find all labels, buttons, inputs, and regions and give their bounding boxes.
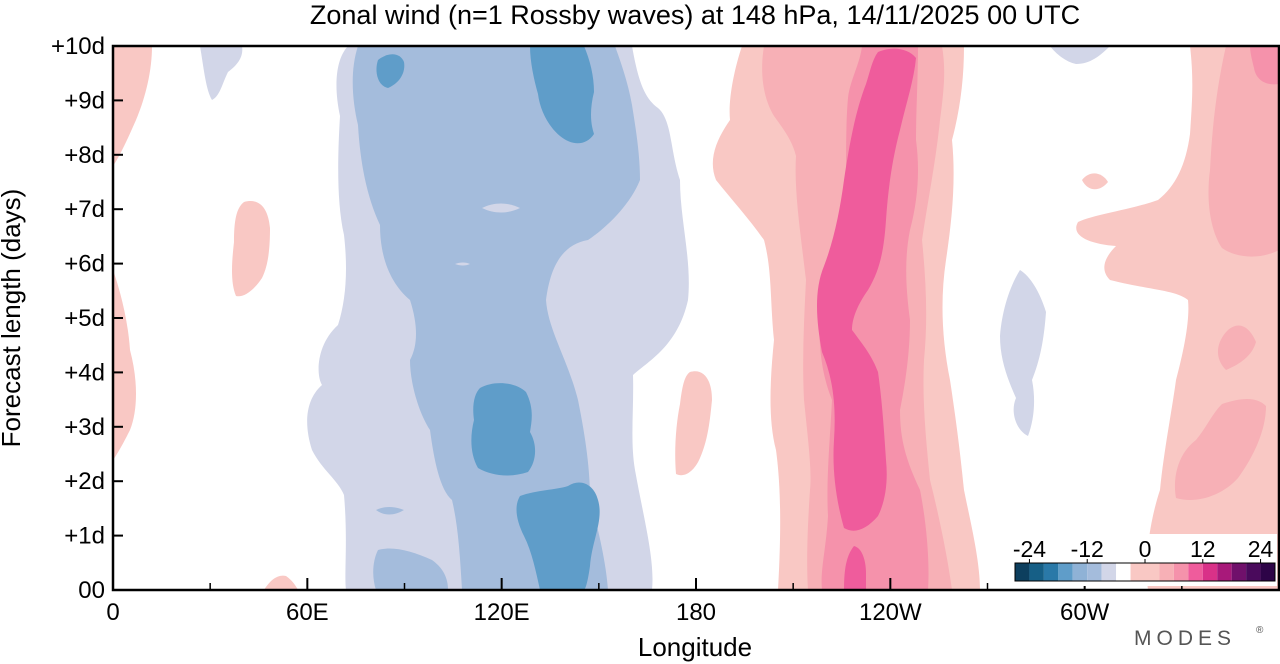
contour-neg-15-mid bbox=[471, 383, 536, 476]
contour-neg-15-nw bbox=[376, 54, 405, 88]
x-tick-label: 0 bbox=[106, 599, 119, 626]
y-tick-label: +1d bbox=[64, 523, 105, 550]
colorbar: -24 -12 0 12 24 bbox=[1011, 534, 1277, 586]
modes-logo: MODES bbox=[1134, 627, 1236, 650]
contour-neg-9-low bbox=[373, 548, 448, 590]
x-tick-label: 180 bbox=[676, 599, 716, 626]
x-tick-label: 60E bbox=[286, 599, 329, 626]
colorbar-label: 0 bbox=[1139, 536, 1152, 562]
contour-pos-12-low bbox=[844, 546, 866, 590]
contour-neg-15-low bbox=[516, 482, 600, 590]
contour-neg-3-east bbox=[1000, 270, 1046, 436]
contour-pos-3-dot bbox=[1082, 173, 1108, 190]
contour-pos-3-bottom bbox=[264, 575, 298, 590]
colorbar-swatch bbox=[1231, 563, 1247, 581]
colorbar-swatch bbox=[1058, 563, 1073, 581]
colorbar-swatch bbox=[1087, 563, 1102, 581]
contour-neg-3-small bbox=[200, 46, 243, 100]
x-tick-label: 120W bbox=[859, 599, 922, 626]
colorbar-swatch bbox=[1188, 563, 1203, 581]
colorbar-swatch bbox=[1116, 563, 1131, 581]
colorbar-swatch bbox=[1217, 563, 1232, 581]
colorbar-swatch bbox=[1159, 563, 1174, 581]
contour-pos-6-east bbox=[1208, 46, 1279, 257]
contour-pos-3-180 bbox=[675, 371, 712, 476]
colorbar-swatch bbox=[1029, 563, 1044, 581]
y-tick-label: +5d bbox=[64, 305, 105, 332]
contour-pos-12 bbox=[817, 48, 916, 531]
x-axis: 0 60E 120E 180 120W 60W bbox=[106, 578, 1183, 626]
colorbar-swatch bbox=[1015, 563, 1030, 581]
y-tick-label: +4d bbox=[64, 359, 105, 386]
colorbar-swatch bbox=[1246, 563, 1261, 581]
contour-hole-1 bbox=[482, 203, 520, 213]
colorbar-swatch bbox=[1173, 563, 1189, 581]
y-tick-label: +3d bbox=[64, 414, 105, 441]
colorbar-label: 24 bbox=[1248, 536, 1274, 562]
contour-pos-9-east bbox=[1250, 46, 1279, 85]
y-tick-label: +7d bbox=[64, 196, 105, 223]
colorbar-swatch bbox=[1202, 563, 1218, 581]
contour-pos-6-east3 bbox=[1174, 399, 1266, 500]
contour-neg-15-top bbox=[530, 46, 594, 144]
plot-area bbox=[113, 46, 1279, 590]
contour-hole-2 bbox=[455, 262, 470, 266]
y-axis: 00 +1d +2d +3d +4d +5d +6d +7d +8d +9d +10d bbox=[51, 33, 123, 604]
x-tick-label: 120E bbox=[474, 599, 530, 626]
x-axis-label: Longitude bbox=[638, 632, 752, 662]
y-tick-label: 00 bbox=[78, 577, 105, 604]
colorbar-label: -24 bbox=[1013, 536, 1046, 562]
y-tick-label: +6d bbox=[64, 251, 105, 278]
x-tick-label: 60W bbox=[1060, 599, 1110, 626]
contour-fills bbox=[113, 46, 1279, 590]
y-axis-label: Forecast length (days) bbox=[0, 189, 26, 448]
modes-logo-mark: ® bbox=[1256, 625, 1264, 636]
contour-pos-6-east2 bbox=[1217, 325, 1256, 370]
chart-title: Zonal wind (n=1 Rossby waves) at 148 hPa… bbox=[310, 0, 1080, 30]
y-tick-label: +10d bbox=[51, 33, 105, 60]
y-tick-label: +8d bbox=[64, 142, 105, 169]
contour-neg-9 bbox=[352, 46, 640, 590]
colorbar-label: -12 bbox=[1071, 536, 1104, 562]
contour-neg-15-dot bbox=[482, 343, 504, 349]
contour-pos-3-nw bbox=[113, 46, 152, 166]
y-tick-label: +9d bbox=[64, 87, 105, 114]
colorbar-swatch bbox=[1260, 563, 1275, 581]
contour-neg-9-dot bbox=[376, 507, 404, 515]
contour-neg-3-top bbox=[1050, 46, 1110, 64]
contour-pos-3-blob bbox=[232, 201, 270, 297]
colorbar-swatch bbox=[1072, 563, 1088, 581]
colorbar-swatch bbox=[1043, 563, 1059, 581]
y-tick-label: +2d bbox=[64, 468, 105, 495]
colorbar-swatch bbox=[1101, 563, 1117, 581]
colorbar-swatch bbox=[1130, 563, 1160, 581]
colorbar-label: 12 bbox=[1190, 536, 1216, 562]
